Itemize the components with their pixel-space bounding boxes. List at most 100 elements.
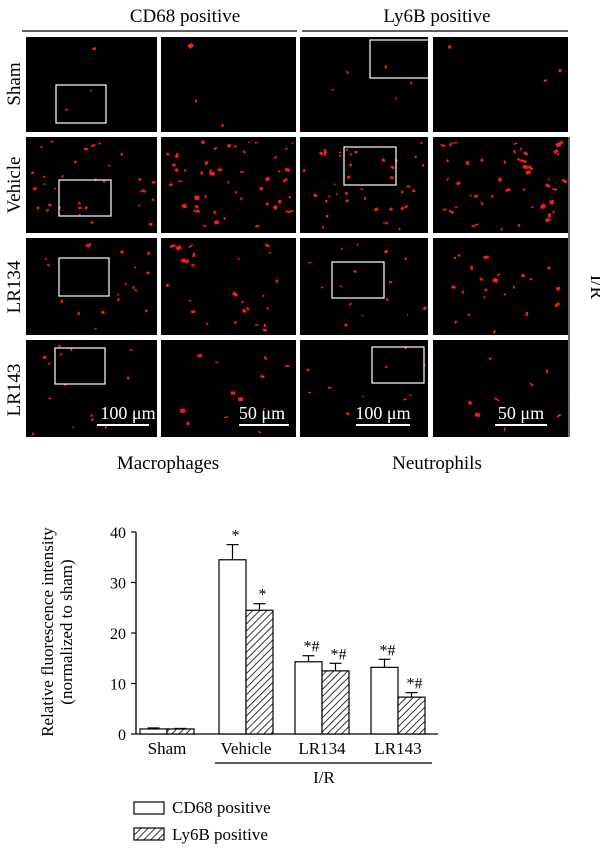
stained-cell (245, 306, 250, 311)
bar-lr143-ly6b: *# (397, 676, 426, 735)
stained-cell (525, 311, 529, 317)
bar-sham-cd68 (139, 727, 168, 735)
stained-cell (141, 189, 147, 194)
image-grid: 100 μm 50 μm 100 μm 50 μm (26, 37, 568, 437)
bar (294, 661, 323, 735)
stained-cell (194, 204, 200, 209)
stained-cell (254, 141, 258, 144)
scale-bar-1: 100 μm (97, 403, 156, 426)
stained-cell (461, 290, 465, 294)
micrograph-image (433, 340, 568, 437)
stained-cell (408, 394, 412, 397)
stained-cell (137, 177, 142, 182)
stained-cell (284, 364, 290, 368)
stained-cell (98, 142, 102, 145)
stained-cell (471, 225, 475, 228)
stained-cell (520, 273, 526, 278)
bar-lr134-cd68: *# (294, 639, 323, 735)
stained-cell (470, 265, 474, 270)
bar-chart: Relative fluorescence intensity (normali… (38, 525, 438, 844)
stained-cell (556, 152, 560, 156)
stained-cell (217, 168, 223, 172)
micrograph-vehicle-1 (26, 137, 157, 233)
y-tick-label: 30 (110, 576, 126, 593)
bar-lr134-ly6b: *# (321, 646, 350, 735)
stained-cell (523, 151, 529, 156)
bar-vehicle-ly6b: * (245, 587, 274, 735)
stained-cell (226, 180, 230, 185)
stained-cell (124, 282, 128, 286)
stained-cell (484, 288, 488, 292)
micrograph-vehicle-3 (300, 137, 428, 233)
significance-marker: * (232, 528, 240, 545)
stained-cell (234, 190, 238, 194)
stained-cell (223, 416, 229, 419)
stained-cell (202, 224, 207, 228)
micrograph-image (26, 238, 157, 335)
stained-cell (547, 266, 551, 270)
stained-cell (262, 407, 266, 410)
stained-cell (288, 195, 292, 199)
stained-cell (545, 183, 551, 189)
row-label-lr143: LR143 (4, 364, 25, 417)
stained-cell (361, 314, 364, 317)
stained-cell (383, 249, 389, 254)
stained-cell (561, 178, 568, 184)
stained-cell (255, 324, 259, 326)
stained-cell (119, 250, 125, 255)
stained-cell (180, 408, 186, 413)
row-label-sham: Sham (4, 62, 25, 106)
stained-cell (57, 344, 62, 348)
scale-bar-label: 50 μm (239, 403, 285, 423)
stained-cell (313, 193, 318, 198)
stained-cell (132, 285, 135, 290)
bar-lr143-cd68: *# (370, 642, 399, 735)
stained-cell (348, 163, 353, 167)
stained-cell (503, 427, 506, 432)
stained-cell (47, 203, 52, 207)
cell-type-macrophages: Macrophages (117, 453, 219, 474)
stained-cell (522, 165, 528, 169)
stained-cell (248, 141, 251, 144)
row-label-vehicle: Vehicle (4, 157, 25, 214)
stained-cell (335, 192, 338, 196)
stained-cell (448, 209, 455, 215)
stained-cell (264, 243, 270, 248)
stained-cell (237, 257, 240, 261)
stained-cell (263, 323, 267, 328)
stained-cell (364, 196, 367, 200)
stained-cell (48, 397, 52, 400)
zoom-region-box (55, 84, 107, 124)
stained-cell (188, 299, 192, 302)
stained-cell (90, 417, 94, 422)
stained-cell (525, 170, 532, 176)
micrograph-image (26, 137, 157, 233)
significance-marker: *# (380, 642, 396, 659)
stained-cell (529, 277, 533, 281)
stained-cell (559, 140, 564, 145)
stained-cell (263, 355, 268, 361)
stained-cell (404, 257, 408, 261)
stained-cell (503, 292, 507, 296)
stained-cell (193, 209, 198, 213)
stained-cell (500, 227, 504, 231)
stained-cell (339, 151, 342, 154)
stained-cell (180, 258, 187, 264)
stained-cell (318, 151, 324, 156)
stained-cell (512, 286, 515, 289)
stained-cell (44, 257, 48, 261)
stained-cell (226, 143, 232, 148)
stained-cell (291, 142, 294, 145)
stained-cell (389, 207, 394, 212)
stained-cell (440, 143, 446, 148)
stained-cell (422, 163, 425, 167)
stained-cell (175, 244, 182, 251)
stained-cell (479, 277, 484, 282)
stained-cell (389, 280, 392, 283)
stained-cell (129, 349, 134, 352)
stained-cell (406, 313, 409, 316)
stained-cell (240, 171, 245, 173)
stained-cell (521, 159, 527, 164)
stained-cell (480, 158, 484, 162)
stained-cell (215, 361, 219, 364)
